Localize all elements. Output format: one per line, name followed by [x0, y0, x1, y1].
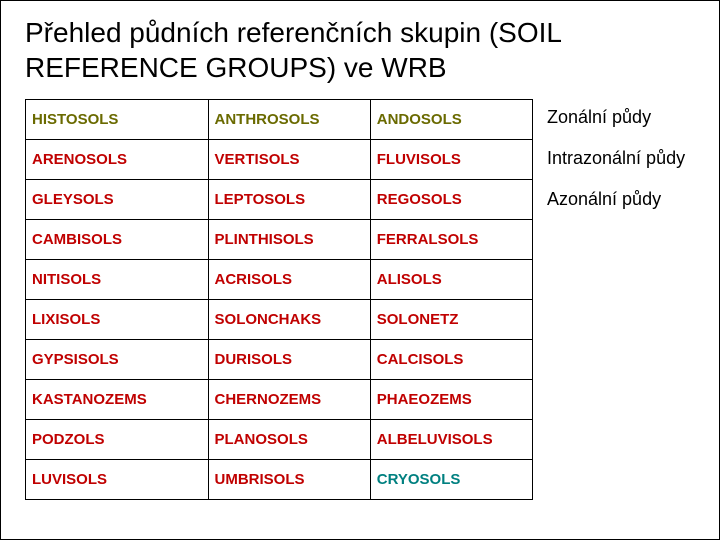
legend-item: Azonální půdy — [547, 189, 685, 210]
table-row: GLEYSOLSLEPTOSOLSREGOSOLS — [26, 180, 533, 220]
table-cell: LIXISOLS — [26, 300, 209, 340]
table-cell: LEPTOSOLS — [208, 180, 370, 220]
table-cell: FLUVISOLS — [370, 140, 532, 180]
table-cell: HISTOSOLS — [26, 100, 209, 140]
table-cell: CHERNOZEMS — [208, 380, 370, 420]
table-cell: ANDOSOLS — [370, 100, 532, 140]
table-cell: SOLONETZ — [370, 300, 532, 340]
table-cell: ANTHROSOLS — [208, 100, 370, 140]
legend: Zonální půdy Intrazonální půdy Azonální pů… — [547, 99, 685, 210]
table-cell: UMBRISOLS — [208, 460, 370, 500]
table-cell: KASTANOZEMS — [26, 380, 209, 420]
table-row: LIXISOLSSOLONCHAKSSOLONETZ — [26, 300, 533, 340]
content-row: HISTOSOLSANTHROSOLSANDOSOLSARENOSOLSVERT… — [25, 99, 695, 500]
table-cell: GYPSISOLS — [26, 340, 209, 380]
table-row: PODZOLSPLANOSOLSALBELUVISOLS — [26, 420, 533, 460]
table-cell: DURISOLS — [208, 340, 370, 380]
table-row: KASTANOZEMSCHERNOZEMSPHAEOZEMS — [26, 380, 533, 420]
table-cell: FERRALSOLS — [370, 220, 532, 260]
legend-item: Zonální půdy — [547, 107, 685, 128]
table-cell: ALBELUVISOLS — [370, 420, 532, 460]
table-cell: GLEYSOLS — [26, 180, 209, 220]
table-cell: CALCISOLS — [370, 340, 532, 380]
table-cell: VERTISOLS — [208, 140, 370, 180]
page-title: Přehled půdních referenčních skupin (SOI… — [25, 15, 695, 85]
table-row: HISTOSOLSANTHROSOLSANDOSOLS — [26, 100, 533, 140]
table-cell: SOLONCHAKS — [208, 300, 370, 340]
table-row: NITISOLSACRISOLSALISOLS — [26, 260, 533, 300]
table-row: ARENOSOLSVERTISOLSFLUVISOLS — [26, 140, 533, 180]
soil-groups-table: HISTOSOLSANTHROSOLSANDOSOLSARENOSOLSVERT… — [25, 99, 533, 500]
table-cell: ACRISOLS — [208, 260, 370, 300]
table-cell: PLANOSOLS — [208, 420, 370, 460]
table-cell: REGOSOLS — [370, 180, 532, 220]
table-row: CAMBISOLSPLINTHISOLSFERRALSOLS — [26, 220, 533, 260]
table-cell: PHAEOZEMS — [370, 380, 532, 420]
table-cell: PLINTHISOLS — [208, 220, 370, 260]
table-cell: CAMBISOLS — [26, 220, 209, 260]
table-cell: NITISOLS — [26, 260, 209, 300]
table-cell: PODZOLS — [26, 420, 209, 460]
legend-item: Intrazonální půdy — [547, 148, 685, 169]
table-cell: ALISOLS — [370, 260, 532, 300]
table-row: GYPSISOLSDURISOLSCALCISOLS — [26, 340, 533, 380]
table-row: LUVISOLSUMBRISOLSCRYOSOLS — [26, 460, 533, 500]
table-cell: CRYOSOLS — [370, 460, 532, 500]
table-cell: LUVISOLS — [26, 460, 209, 500]
table-cell: ARENOSOLS — [26, 140, 209, 180]
